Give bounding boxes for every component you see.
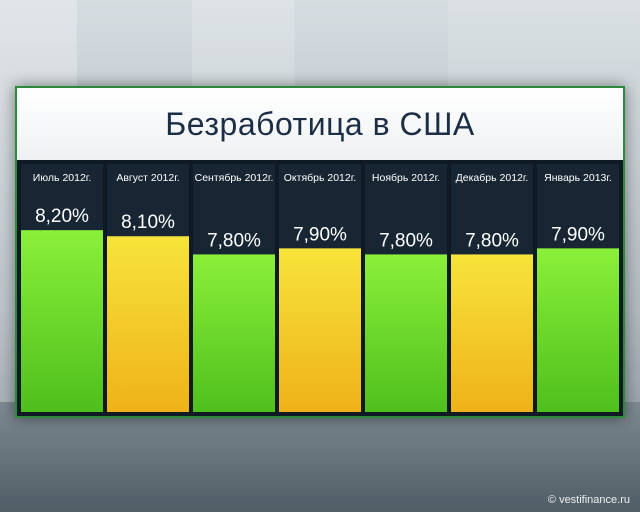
bar (193, 254, 275, 412)
title-bar: Безработица в США (17, 88, 623, 160)
category-label: Июль 2012г. (33, 172, 92, 184)
bar (279, 248, 361, 412)
bar (21, 230, 103, 412)
value-label: 7,80% (207, 230, 261, 251)
category-label: Октябрь 2012г. (284, 172, 356, 184)
category-label: Декабрь 2012г. (456, 172, 529, 184)
chart-panel: Безработица в США Июль 2012г. 8,20% Август… (15, 86, 625, 418)
watermark: © vestifinance.ru (547, 494, 630, 506)
studio-floor (0, 402, 640, 512)
bar (107, 236, 189, 412)
bar (365, 254, 447, 412)
value-label: 7,90% (551, 224, 605, 245)
value-label: 8,20% (35, 206, 89, 227)
value-label: 7,80% (379, 230, 433, 251)
category-label: Ноябрь 2012г. (372, 172, 440, 184)
category-label: Январь 2013г. (544, 172, 612, 184)
chart-title: Безработица в США (165, 105, 475, 142)
bar (537, 248, 619, 412)
category-label: Август 2012г. (116, 172, 179, 184)
category-label: Сентябрь 2012г. (195, 172, 274, 184)
bar (451, 254, 533, 412)
bar-chart: Июль 2012г. 8,20% Август 2012г. 8,10% Сентяб… (21, 164, 619, 412)
value-label: 7,90% (293, 224, 347, 245)
value-label: 7,80% (465, 230, 519, 251)
value-label: 8,10% (121, 212, 175, 233)
